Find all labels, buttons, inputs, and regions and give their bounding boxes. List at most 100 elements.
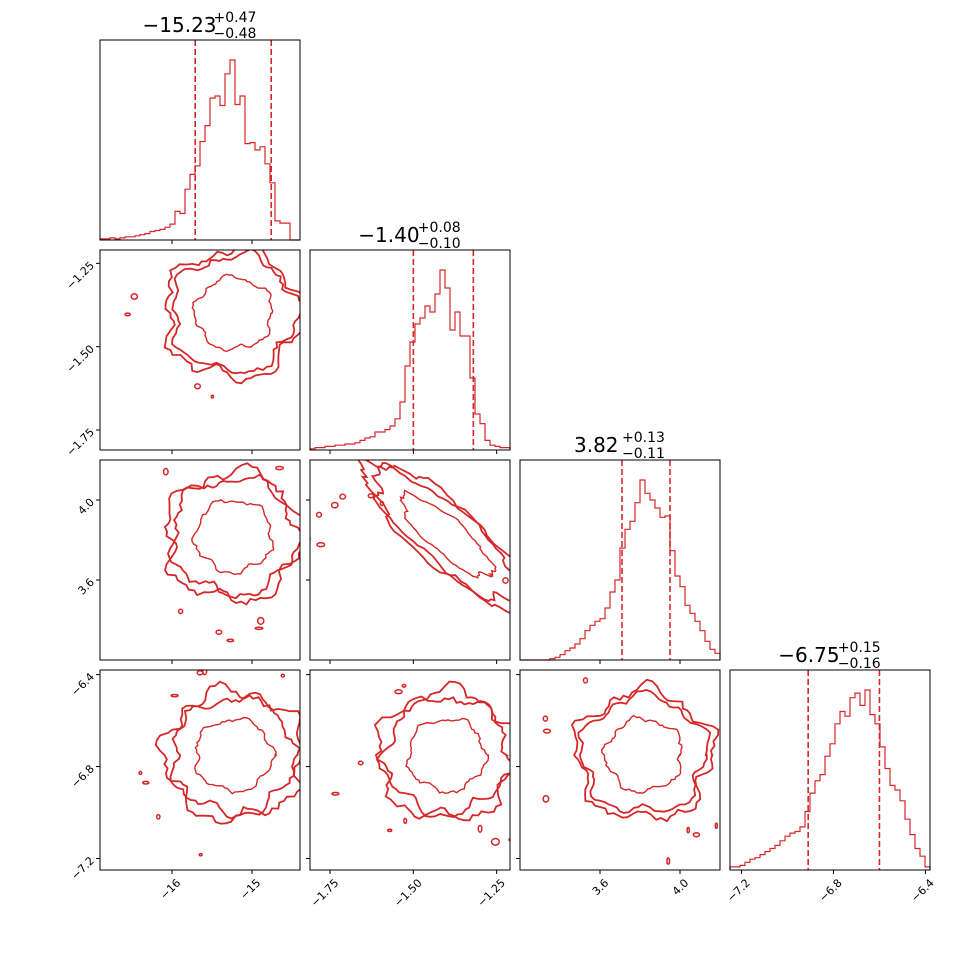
- contour-island: [274, 465, 285, 471]
- contour-inner-2-3: [601, 714, 683, 794]
- histogram-frame-0: [99, 39, 301, 241]
- contour-inner-0-3: [194, 716, 278, 795]
- contour-island: [337, 522, 342, 526]
- contour-island: [336, 301, 342, 304]
- contour-frame-0-1: [99, 249, 301, 451]
- contour-island: [341, 295, 347, 301]
- contour-island: [582, 677, 589, 684]
- contour-island: [335, 710, 341, 712]
- contour-island: [254, 626, 264, 631]
- contour-island: [327, 742, 331, 749]
- contour-island: [403, 817, 408, 825]
- title-upper-error-2: +0.13: [622, 430, 665, 446]
- contour-island: [155, 813, 161, 820]
- contour-island: [248, 220, 250, 227]
- contour-island: [124, 312, 132, 317]
- contour-island: [490, 662, 496, 667]
- contour-island: [314, 466, 319, 472]
- x-tick-label-1-1: −1.50: [392, 876, 425, 909]
- title-lower-error-3: −0.16: [838, 656, 881, 672]
- x-tick-label-1-0: −1.75: [308, 876, 341, 909]
- contour-island: [337, 731, 345, 737]
- contour-island: [210, 394, 215, 399]
- contour-island: [542, 794, 550, 803]
- contour-outer-0-3: [154, 680, 300, 825]
- contour-inner-0-2: [191, 499, 275, 576]
- contour-island: [695, 657, 698, 662]
- contour-inner-1-3: [405, 717, 489, 794]
- contour-island: [357, 760, 364, 766]
- contour-island: [331, 791, 340, 796]
- contour-panel-0-1: [99, 211, 347, 451]
- x-tick-label-3-0: −7.2: [725, 876, 753, 904]
- contour-island: [264, 211, 267, 214]
- contour-middle-0-3: [169, 691, 300, 820]
- contour-island: [319, 473, 324, 476]
- contour-island: [198, 852, 203, 857]
- contour-island: [318, 584, 323, 588]
- title-value-2: 3.82: [574, 433, 619, 457]
- contour-island: [226, 638, 235, 643]
- contour-middle-0-2: [167, 473, 300, 600]
- contour-island: [542, 557, 545, 564]
- contour-island: [192, 433, 195, 438]
- contour-island: [666, 857, 671, 865]
- contour-frame-0-2: [99, 459, 301, 661]
- contour-middle-0-1: [171, 250, 300, 375]
- contour-island: [193, 383, 202, 390]
- contour-island: [326, 378, 333, 383]
- contour-panel-0-3: [99, 658, 345, 871]
- title-upper-error-1: +0.08: [418, 220, 461, 236]
- title-lower-error-0: −0.48: [214, 26, 257, 42]
- contour-island: [337, 292, 342, 297]
- histogram-frame-2: [519, 459, 721, 661]
- contour-island: [601, 535, 608, 541]
- contour-island: [162, 467, 169, 476]
- histogram-frame-3: [729, 669, 931, 871]
- contour-island: [170, 693, 179, 698]
- contour-island: [256, 225, 262, 229]
- contour-island: [514, 493, 516, 498]
- contour-island: [280, 673, 286, 678]
- contour-panel-1-2: [309, 459, 608, 661]
- title-value-1: −1.40: [358, 223, 419, 247]
- contour-island: [299, 610, 300, 614]
- contour-middle-1-2: [370, 462, 510, 603]
- contour-island: [315, 511, 323, 518]
- contour-island: [177, 608, 184, 615]
- contour-island: [542, 728, 552, 734]
- x-tick-label-0-0: −16: [158, 876, 184, 902]
- y-tick-label-3-2: −6.4: [69, 670, 97, 698]
- contour-island: [401, 683, 407, 688]
- contour-island: [699, 656, 701, 659]
- contour-island: [686, 826, 691, 834]
- contour-island: [379, 500, 385, 507]
- contour-island: [296, 658, 299, 664]
- contour-island: [714, 822, 719, 830]
- contour-island: [138, 770, 143, 776]
- contour-outer-1-3: [373, 680, 510, 822]
- contour-island: [548, 792, 551, 795]
- y-tick-label-3-0: −7.2: [69, 854, 97, 882]
- title-upper-error-0: +0.47: [214, 10, 257, 26]
- contour-island: [292, 237, 296, 239]
- contour-island: [490, 837, 501, 846]
- contour-island: [316, 542, 326, 548]
- histogram-panel-2: 3.82 +0.13−0.11: [519, 430, 721, 661]
- y-tick-label-3-1: −6.8: [69, 762, 97, 790]
- x-tick-label-0-1: −15: [238, 876, 264, 902]
- y-tick-label-1-2: −1.25: [64, 259, 97, 292]
- title-value-3: −6.75: [778, 643, 839, 667]
- contour-island: [502, 577, 509, 584]
- contour-frame-2-3: [519, 669, 721, 871]
- contour-island: [196, 670, 204, 676]
- x-tick-label-3-1: −6.8: [817, 876, 845, 904]
- contour-island: [339, 493, 347, 500]
- contour-frame-1-3: [309, 669, 511, 871]
- contour-island: [542, 715, 549, 722]
- x-tick-label-2-0: 3.6: [590, 876, 612, 898]
- contour-island: [508, 837, 510, 842]
- contour-panel-1-3: [309, 662, 551, 871]
- contour-inner-1-2: [399, 489, 497, 579]
